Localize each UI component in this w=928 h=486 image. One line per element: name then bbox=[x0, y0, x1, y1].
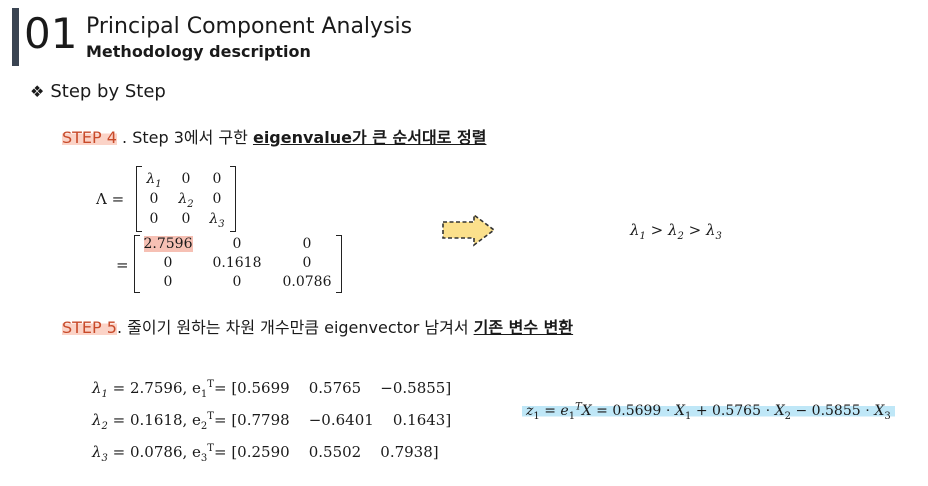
lambda-cell: 0 bbox=[149, 211, 159, 227]
eigen-pair-row: λ2 = 0.1618, e2T= [0.7798 −0.6401 0.1643… bbox=[92, 411, 452, 432]
step5-label: STEP 5 bbox=[62, 318, 117, 337]
value-cell: 2.7596 bbox=[140, 235, 196, 253]
matrix-right-bracket bbox=[230, 166, 236, 232]
step4-text: . Step 3에서 구한 bbox=[116, 128, 253, 147]
value-cell: 0 bbox=[232, 274, 242, 290]
lambda-cell: 0 bbox=[212, 171, 222, 187]
page-subtitle: Methodology description bbox=[86, 42, 311, 61]
value-cell: 0 bbox=[302, 236, 312, 252]
matrix-left-bracket bbox=[136, 166, 142, 232]
step4-line: STEP 4 . Step 3에서 구한 eigenvalue가 큰 순서대로 … bbox=[62, 127, 486, 149]
matrix-left-bracket bbox=[134, 235, 140, 293]
step5-text: . 줄이기 원하는 차원 개수만큼 eigenvector 남겨서 bbox=[116, 318, 474, 337]
lambda-cell: λ3 bbox=[209, 211, 225, 230]
value-cell: 0.1618 bbox=[212, 255, 262, 271]
eigen-pair-row: λ3 = 0.0786, e3T= [0.2590 0.5502 0.7938] bbox=[92, 443, 439, 464]
diamond-bullet-icon: ❖ bbox=[30, 82, 45, 101]
value-matrix-lhs: = bbox=[116, 256, 129, 274]
page-title: Principal Component Analysis bbox=[86, 14, 413, 39]
eigen-pair-list: λ1 = 2.7596, e1T= [0.5699 0.5765 −0.5855… bbox=[92, 374, 451, 470]
step5-emphasis: 기존 변수 변환 bbox=[473, 318, 574, 337]
lambda-cell: λ2 bbox=[178, 191, 194, 210]
step4-label: STEP 4 bbox=[62, 128, 117, 147]
eigenvalue-ordering: λ1 > λ2 > λ3 bbox=[630, 221, 722, 242]
eigen-pair-row: λ1 = 2.7596, e1T= [0.5699 0.5765 −0.5855… bbox=[92, 379, 452, 400]
right-arrow-icon bbox=[442, 213, 496, 247]
value-cell: 0 bbox=[163, 274, 173, 290]
lambda-cell: λ1 bbox=[146, 171, 162, 190]
step5-line: STEP 5. 줄이기 원하는 차원 개수만큼 eigenvector 남겨서 … bbox=[62, 317, 573, 339]
value-matrix: 2.7596 0 0 0 0.1618 0 0 0 0.0786 bbox=[134, 235, 342, 293]
value-cell: 0 bbox=[232, 236, 242, 252]
value-cell: 0 bbox=[302, 255, 312, 271]
bullet-text: Step by Step bbox=[50, 81, 166, 102]
lambda-cell: 0 bbox=[181, 211, 191, 227]
lambda-matrix: λ1 0 0 0 λ2 0 0 0 λ3 bbox=[136, 166, 236, 232]
matrix-right-bracket bbox=[336, 235, 342, 293]
step4-emphasis: eigenvalue가 큰 순서대로 정렬 bbox=[252, 128, 487, 147]
section-number: 01 bbox=[24, 9, 78, 58]
bullet-row: ❖ Step by Step bbox=[30, 80, 166, 104]
projection-formula: z1 = e1TX = 0.5699 ⋅ X1 + 0.5765 ⋅ X2 − … bbox=[522, 401, 895, 421]
lambda-cell: 0 bbox=[212, 191, 222, 207]
lambda-cell: 0 bbox=[149, 191, 159, 207]
lambda-cell: 0 bbox=[181, 171, 191, 187]
value-cell: 0.0786 bbox=[282, 274, 332, 290]
header-accent-bar bbox=[12, 8, 19, 66]
lambda-matrix-lhs: Λ = bbox=[96, 190, 125, 208]
highlighted-value: 2.7596 bbox=[143, 236, 193, 252]
value-cell: 0 bbox=[163, 255, 173, 271]
